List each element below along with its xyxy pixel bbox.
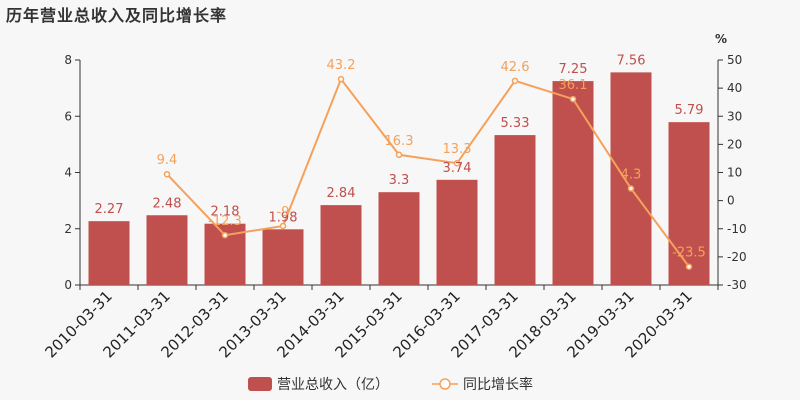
line-series xyxy=(163,75,693,270)
legend-line-marker xyxy=(439,378,451,390)
growth-point xyxy=(279,222,287,230)
y-left-tick-label: 8 xyxy=(64,53,72,67)
growth-value-label: -12.3 xyxy=(208,214,242,229)
growth-value-label: 9.4 xyxy=(157,153,178,168)
data-labels: 2.27 2.48 2.18 1.98 2.84 3.3 3.74 5.33 7.25 7.56 5… xyxy=(95,53,706,260)
bar-value-label: 2.84 xyxy=(327,186,356,201)
bar-value-label: 1.98 xyxy=(269,210,298,225)
bar xyxy=(552,81,594,285)
growth-point xyxy=(453,159,461,167)
legend-line-label: 同比增长率 xyxy=(463,376,533,393)
bar-value-label: 7.56 xyxy=(617,53,646,68)
growth-point xyxy=(569,95,577,103)
growth-point xyxy=(395,151,403,159)
growth-point xyxy=(337,75,345,83)
y-left-tick-label: 6 xyxy=(64,109,72,123)
y-right-tick-label: 30 xyxy=(727,109,742,123)
bar xyxy=(494,135,536,285)
y-left-tick-label: 4 xyxy=(64,166,72,180)
y-right-tick-label: -30 xyxy=(727,278,747,292)
y-right-tick-label: -10 xyxy=(727,222,747,236)
growth-point xyxy=(221,231,229,239)
bar xyxy=(610,72,652,285)
growth-value-label: 42.6 xyxy=(501,60,530,75)
legend-bar-swatch xyxy=(248,377,272,391)
legend-bar-label: 营业总收入（亿） xyxy=(277,377,389,393)
growth-value-label: -9 xyxy=(277,205,290,220)
growth-point xyxy=(163,170,171,178)
bar-value-label: 2.18 xyxy=(211,205,240,220)
bar xyxy=(88,221,130,285)
bar xyxy=(378,192,420,285)
bar xyxy=(436,179,478,285)
bar-value-label: 3.74 xyxy=(443,161,472,176)
bar xyxy=(320,205,362,285)
growth-value-label: 43.2 xyxy=(327,58,356,73)
chart-title: 历年营业总收入及同比增长率 xyxy=(6,6,228,25)
growth-value-label: 4.3 xyxy=(621,168,642,183)
y-right-tick-label: -20 xyxy=(727,250,747,264)
y-right-unit: % xyxy=(715,32,727,46)
y-right-tick-label: 10 xyxy=(727,166,742,180)
bar xyxy=(146,215,188,285)
bar-value-label: 2.48 xyxy=(153,196,182,211)
growth-line xyxy=(166,77,690,268)
bar xyxy=(668,122,710,285)
y-right-tick-label: 40 xyxy=(727,81,742,95)
y-left-tick-label: 2 xyxy=(64,222,72,236)
growth-value-label: -23.5 xyxy=(672,246,706,261)
y-right-tick-label: 50 xyxy=(727,53,742,67)
bar xyxy=(262,229,304,285)
bar-series xyxy=(88,72,710,285)
growth-value-label: 13.3 xyxy=(443,142,472,157)
growth-point xyxy=(685,263,693,270)
legend: 营业总收入（亿） 同比增长率 xyxy=(248,376,533,393)
growth-value-label: 36.1 xyxy=(559,78,588,93)
y-right-tick-label: 0 xyxy=(727,194,735,208)
bar-value-label: 3.3 xyxy=(389,173,410,188)
x-axis-ticks: 2010-03-312011-03-312012-03-312013-03-31… xyxy=(41,285,719,361)
bar-value-label: 5.33 xyxy=(501,116,530,131)
bar-value-label: 5.79 xyxy=(675,103,704,118)
growth-point xyxy=(627,185,635,192)
y-right-tick-label: 20 xyxy=(727,137,742,151)
bar-value-label: 7.25 xyxy=(559,62,588,77)
growth-point xyxy=(511,77,519,85)
growth-value-label: 16.3 xyxy=(385,134,414,149)
y-left-tick-label: 0 xyxy=(64,278,72,292)
bar-value-label: 2.27 xyxy=(95,202,124,217)
